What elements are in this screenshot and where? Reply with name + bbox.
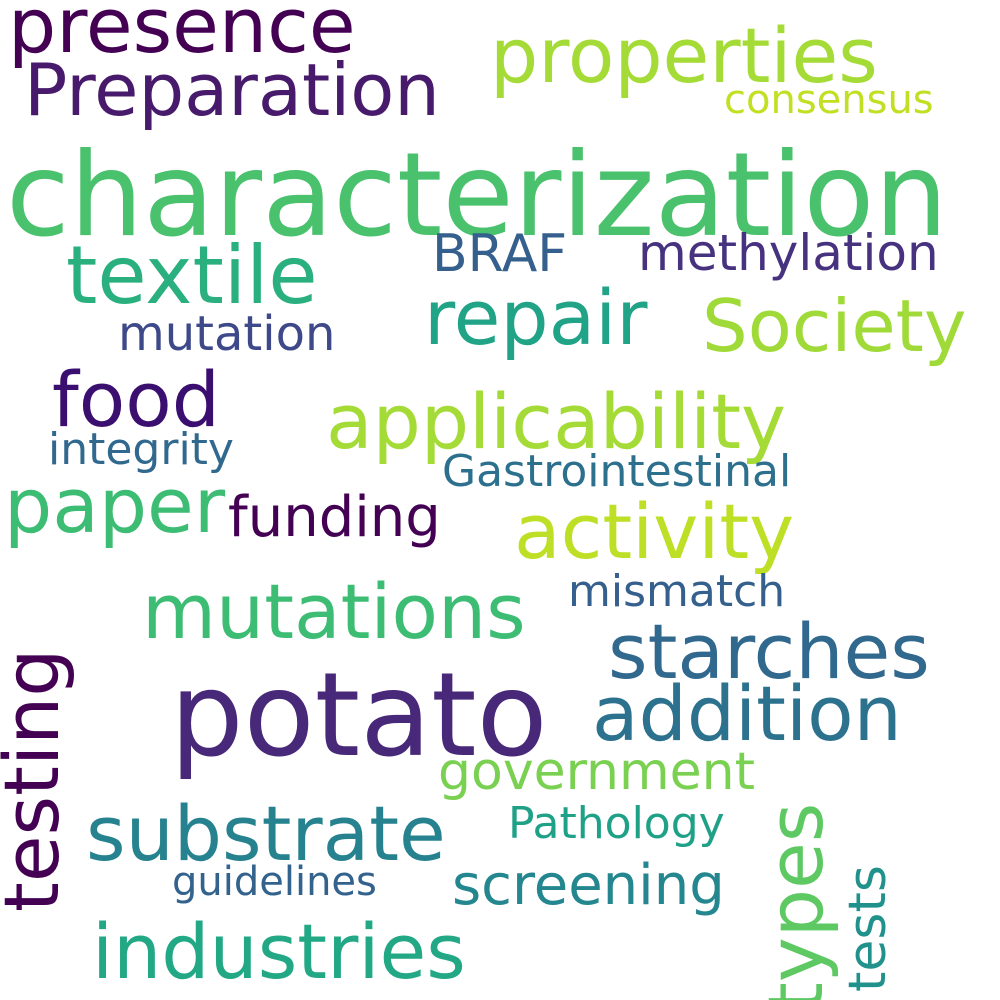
word-potato: potato xyxy=(170,648,548,783)
word-mutations: mutations xyxy=(142,567,526,656)
word-testing: testing xyxy=(0,648,76,912)
word-integrity: integrity xyxy=(48,424,234,475)
word-applicability: applicability xyxy=(326,377,787,466)
word-presence: presence xyxy=(8,0,356,70)
word-starches: starches xyxy=(608,607,930,696)
word-gastrointestinal: Gastrointestinal xyxy=(442,446,792,497)
word-properties: properties xyxy=(490,11,878,100)
word-addition: addition xyxy=(592,669,902,758)
word-mismatch: mismatch xyxy=(568,566,786,617)
word-consensus: consensus xyxy=(724,77,934,123)
word-screening: screening xyxy=(452,853,725,918)
word-activity: activity xyxy=(514,487,795,576)
word-tests: tests xyxy=(838,865,898,992)
word-substrate: substrate xyxy=(86,789,446,878)
word-guidelines: guidelines xyxy=(172,859,377,905)
word-types: types xyxy=(751,802,840,1000)
word-society: Society xyxy=(702,284,967,368)
word-textile: textile xyxy=(66,229,318,322)
word-repair: repair xyxy=(424,273,648,362)
word-funding: funding xyxy=(228,485,441,550)
word-methylation: methylation xyxy=(638,224,939,282)
word-pathology: Pathology xyxy=(508,798,725,849)
word-industries: industries xyxy=(92,907,466,996)
word-preparation: Preparation xyxy=(24,48,440,132)
word-government: government xyxy=(438,742,756,802)
word-braf: BRAF xyxy=(432,224,568,284)
word-food: food xyxy=(52,355,220,444)
word-characterization: characterization xyxy=(6,128,948,263)
word-paper: paper xyxy=(4,461,226,550)
word-mutation: mutation xyxy=(118,306,336,362)
